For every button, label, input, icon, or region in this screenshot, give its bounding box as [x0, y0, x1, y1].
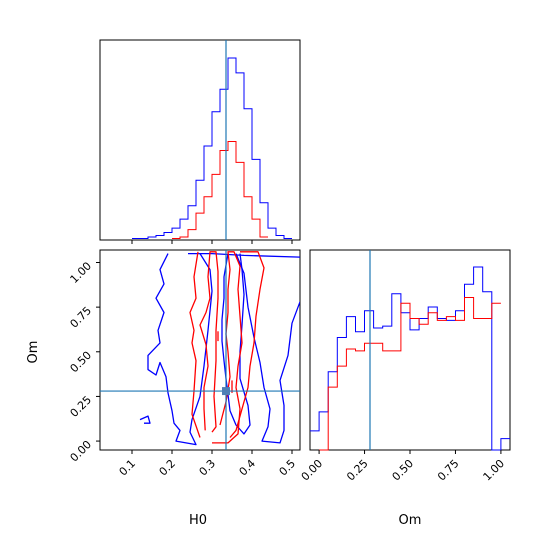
h0-marginal-frame	[99, 39, 301, 241]
x-axis-label-h0: H0	[189, 513, 207, 528]
joint-contour-lines	[139, 251, 300, 446]
om-x-tick-label: 0.25	[344, 457, 371, 484]
h0-tick-label: 0.4	[237, 457, 259, 479]
contour-line-2	[221, 253, 251, 435]
contour-line-8	[229, 251, 265, 438]
om-x-tick-label: 0.75	[435, 457, 462, 484]
om-y-tick-label: 0.00	[68, 438, 95, 465]
om-x-tick-label: 0.00	[299, 457, 326, 484]
om-y-tick-label: 0.75	[68, 304, 95, 331]
om-histogram-series-1	[319, 297, 501, 451]
om-x-tick-label: 1.00	[481, 457, 508, 484]
contour-line-7	[212, 251, 243, 444]
h0-histogram-series-1	[172, 141, 268, 239]
contour-line-3	[235, 253, 300, 444]
contour-line-1	[147, 253, 213, 446]
om-x-tick-label: 0.50	[390, 457, 417, 484]
contour-line-0	[188, 252, 300, 258]
om-y-tick-label: 0.25	[68, 393, 95, 420]
contour-line-4	[139, 415, 151, 424]
x-axis-label-om: Om	[399, 513, 422, 528]
h0-tick-label: 0.1	[117, 457, 139, 479]
om-histogram-series-0	[310, 266, 510, 451]
y-axis-label-om: Om	[26, 341, 41, 364]
tick-marks: 0.1 0.2 0.3 0.4 0.50.000.250.500.751.000.00 0…	[68, 240, 507, 483]
h0-histogram-series-0	[132, 57, 292, 239]
joint-frame	[99, 249, 301, 451]
om-marginal-frame	[309, 249, 511, 451]
om-y-tick-label: 1.00	[68, 259, 95, 286]
h0-tick-label: 0.3	[197, 457, 219, 479]
contour-line-5	[199, 251, 219, 433]
om-histograms	[310, 250, 510, 451]
h0-tick-label: 0.5	[277, 457, 299, 479]
om-y-tick-label: 0.50	[68, 349, 95, 376]
h0-histograms	[132, 40, 292, 240]
joint-contours	[100, 250, 300, 450]
contour-line-6	[189, 251, 201, 438]
truth-marker	[222, 387, 230, 396]
h0-tick-label: 0.2	[157, 457, 179, 479]
